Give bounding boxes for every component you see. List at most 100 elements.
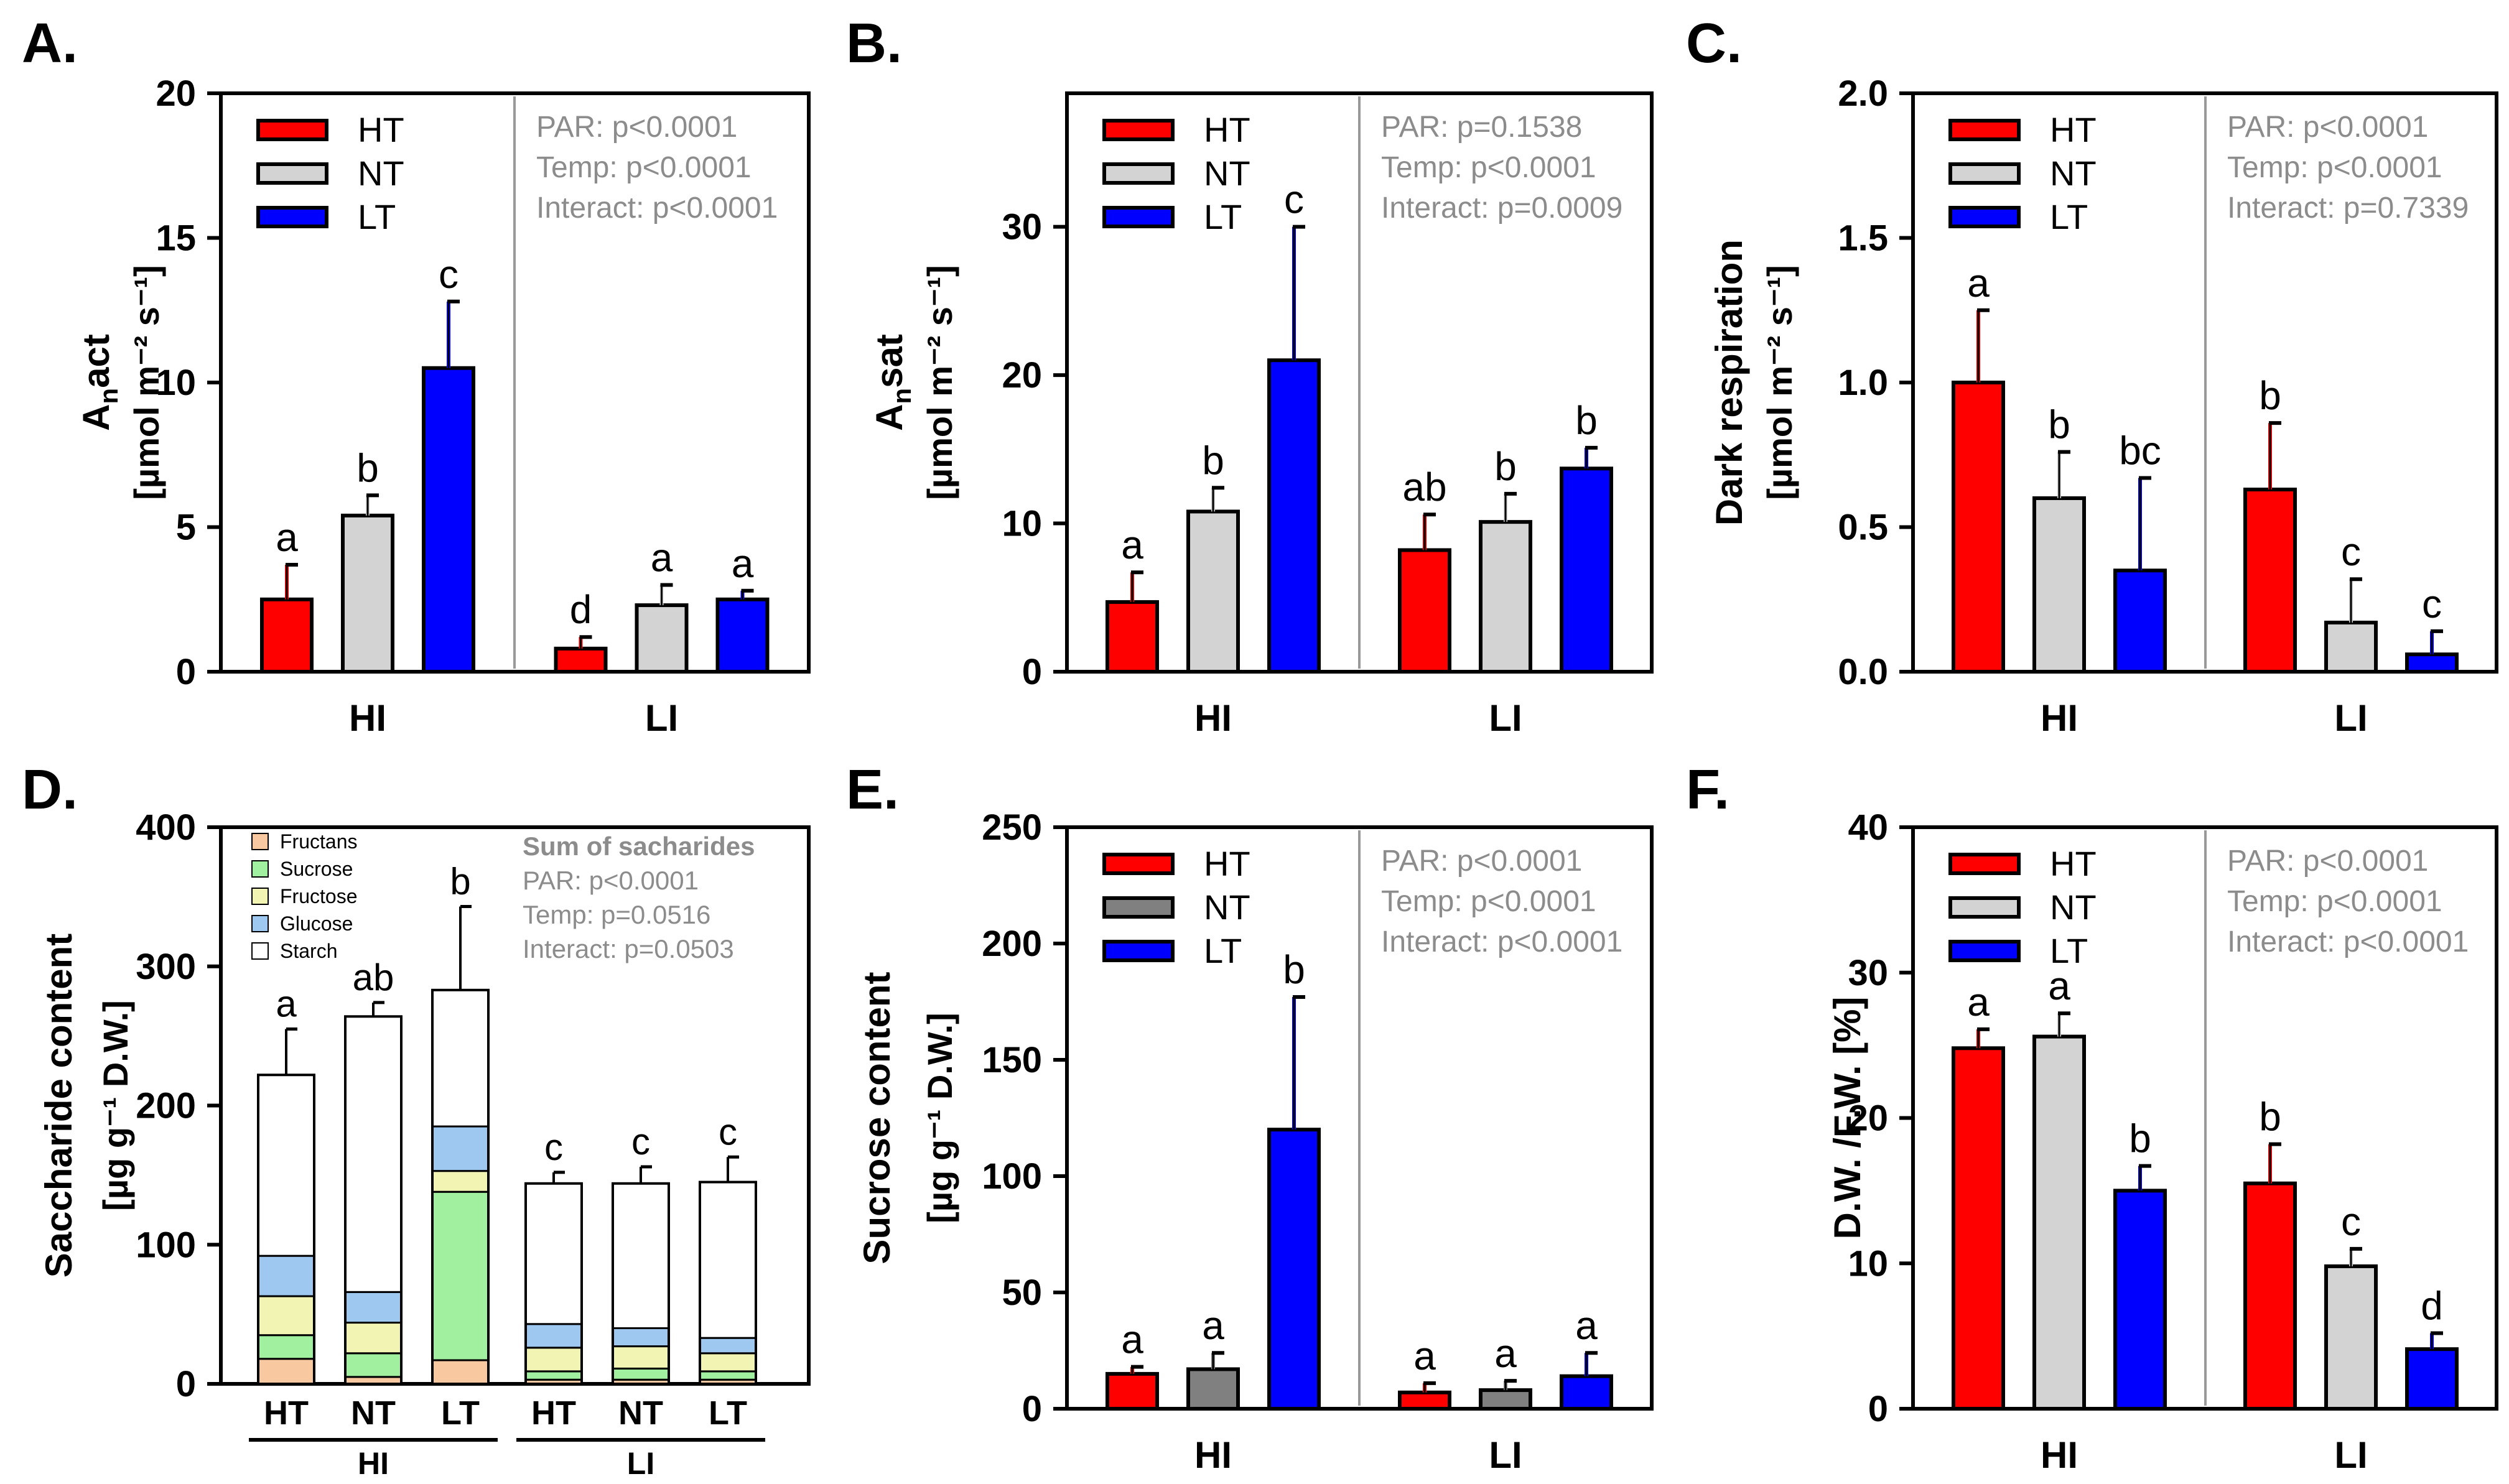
legend-label-NT: NT <box>358 154 404 193</box>
y-tick-label: 50 <box>1002 1273 1042 1313</box>
y-tick-label: 0 <box>176 1364 196 1404</box>
legend-label-LT: LT <box>2050 197 2088 236</box>
y-axis-label: Ansat <box>868 334 916 431</box>
bar-LT-LI <box>2405 1347 2459 1411</box>
legend-swatch-HT <box>1948 119 2021 141</box>
stack-Sucrose <box>431 1190 490 1361</box>
stats-line: PAR: p=0.1538 <box>1381 111 1582 144</box>
significance-letter: a <box>1121 1317 1143 1362</box>
legend-label-LT: LT <box>1204 931 1242 970</box>
stats-line: Interact: p<0.0001 <box>2227 925 2469 958</box>
group-label-HI: HI <box>358 1446 389 1481</box>
significance-letter: a <box>1413 1333 1436 1378</box>
significance-letter: b <box>2048 402 2070 447</box>
stats-line: Interact: p<0.0001 <box>536 192 778 225</box>
legend-label-Fructose: Fructose <box>280 885 357 907</box>
legend-swatch-HT <box>1102 853 1175 875</box>
panel-5: E. 0 50 100 150 200 250 Sucrose content [µg g⁻¹ … <box>846 759 1654 1476</box>
y-tick-label: 20 <box>1848 1098 1888 1139</box>
y-tick-label: 15 <box>156 218 196 259</box>
stats-title: Sum of sacharides <box>523 832 755 861</box>
y-tick-label: 1.5 <box>1838 218 1888 259</box>
stack-Glucose <box>612 1327 670 1348</box>
significance-letter: c <box>631 1121 650 1162</box>
bar-HT-HI <box>1952 381 2005 674</box>
y-axis-unit: [µg g⁻¹ D.W.] <box>96 1000 135 1211</box>
legend-label-HT: HT <box>2050 110 2097 149</box>
legend-label-LT: LT <box>2050 931 2088 970</box>
stack-Sucrose <box>612 1367 670 1381</box>
y-tick-label: 30 <box>1848 953 1888 993</box>
bar-LT-LI <box>2405 652 2459 674</box>
category-label: LT <box>441 1394 480 1432</box>
y-tick-label: 20 <box>1002 355 1042 396</box>
legend-swatch-NT <box>1102 896 1175 919</box>
significance-letter: a <box>1575 1303 1598 1348</box>
y-tick-label: 0 <box>176 652 196 692</box>
bar-HT-HI <box>1106 600 1159 674</box>
legend-swatch-NT <box>1948 162 2021 185</box>
group-label-LI: LI <box>2334 1434 2367 1476</box>
bar-HT-HI <box>260 597 314 674</box>
stack-Glucose <box>699 1337 757 1355</box>
significance-letter: a <box>1967 261 1990 305</box>
legend-label-LT: LT <box>1204 197 1242 236</box>
stack-Starch <box>699 1181 757 1339</box>
significance-letter: c <box>544 1126 563 1168</box>
significance-letter: a <box>276 983 297 1024</box>
bar-LT-HI <box>2113 1189 2167 1411</box>
significance-letter: c <box>2341 1199 2361 1244</box>
y-tick-label: 10 <box>1848 1243 1888 1284</box>
y-tick-label: 30 <box>1002 207 1042 248</box>
bar-HT-HI <box>1952 1046 2005 1411</box>
legend-swatch-LT <box>1102 206 1175 228</box>
y-tick-label: 200 <box>982 924 1042 964</box>
bar-LT-HI <box>2113 568 2167 674</box>
stack-Glucose <box>344 1291 403 1324</box>
legend-swatch-Fructans <box>251 833 269 850</box>
legend-swatch-Fructose <box>251 888 269 905</box>
stats-line: PAR: p<0.0001 <box>523 866 699 895</box>
bar-HT-HI <box>1106 1371 1159 1411</box>
y-axis-unit: [µg g⁻¹ D.W.] <box>920 1013 959 1223</box>
legend-swatch-LT <box>1948 206 2021 228</box>
significance-letter: c <box>439 252 459 297</box>
stats-line: Temp: p<0.0001 <box>536 151 752 184</box>
bar-NT-HI <box>2032 1034 2086 1411</box>
group-label-LI: LI <box>627 1446 654 1481</box>
legend-swatch-NT <box>1102 162 1175 185</box>
group-label-LI: LI <box>1489 697 1522 739</box>
stack-Sucrose <box>257 1334 315 1360</box>
significance-letter: c <box>2422 582 2442 626</box>
y-axis-label: Anact <box>75 334 123 431</box>
significance-letter: d <box>2421 1283 2443 1328</box>
significance-letter: b <box>2259 1095 2281 1139</box>
bar-HT-LI <box>1398 548 1451 674</box>
stats-line: Interact: p<0.0001 <box>1381 925 1622 958</box>
stats-line: Temp: p<0.0001 <box>1381 885 1596 918</box>
y-tick-label: 100 <box>136 1225 196 1265</box>
legend-swatch-Glucose <box>251 915 269 932</box>
legend-swatch-HT <box>1948 853 2021 875</box>
panel-label: B. <box>846 12 902 75</box>
significance-letter: b <box>2259 373 2281 418</box>
y-tick-label: 0 <box>1022 652 1042 692</box>
significance-letter: ab <box>1402 465 1446 509</box>
legend-label-HT: HT <box>358 110 404 149</box>
significance-letter: b <box>450 861 470 902</box>
stats-line: Interact: p=0.0009 <box>1381 192 1622 225</box>
stats-line: Temp: p=0.0516 <box>523 900 710 929</box>
legend-label-NT: NT <box>2050 888 2097 927</box>
stack-Starch <box>524 1182 583 1325</box>
y-axis-unit: [µmol m⁻² s⁻¹] <box>920 265 959 500</box>
stack-Starch <box>257 1074 315 1257</box>
panel-label: F. <box>1686 759 1729 821</box>
category-label: NT <box>618 1394 663 1432</box>
bar-LT-LI <box>1560 1374 1613 1411</box>
category-label: HT <box>531 1394 576 1432</box>
legend-swatch-NT <box>1948 896 2021 919</box>
bar-LT-LI <box>715 597 770 674</box>
y-tick-label: 0 <box>1868 1389 1888 1429</box>
panel-1: A. 0 5 10 15 20 Anact [µmol m⁻² s⁻¹] HI a b c LI d a a H… <box>22 12 811 739</box>
